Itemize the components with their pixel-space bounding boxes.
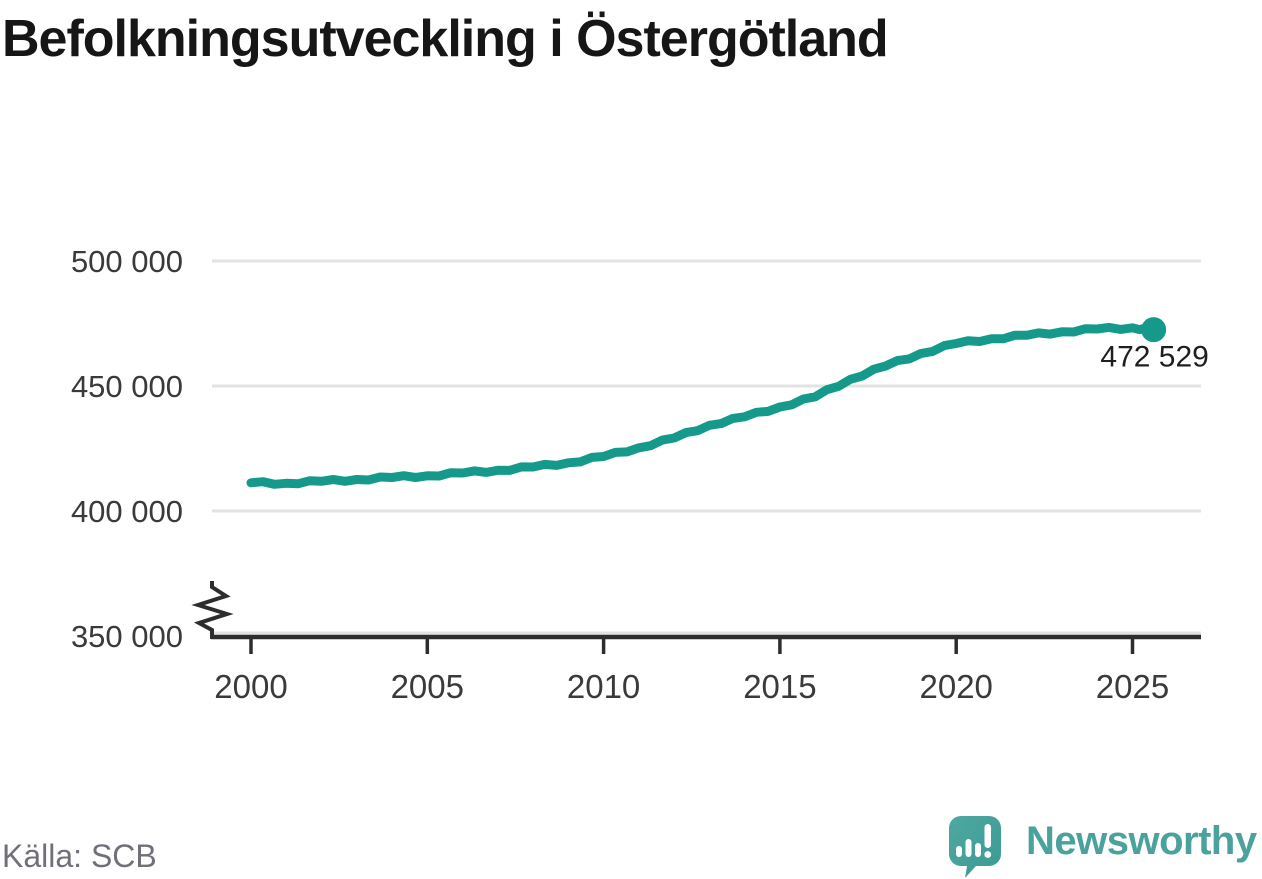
- badge-bar-chart-icon: [956, 839, 981, 857]
- end-point-dot: [1141, 317, 1167, 343]
- y-tick-label: 400 000: [71, 494, 183, 529]
- x-tick-label: 2015: [743, 668, 816, 705]
- badge-exclamation-icon: [984, 824, 992, 858]
- newsworthy-logo-text: Newsworthy: [1026, 818, 1257, 863]
- y-tick-label: 500 000: [71, 244, 183, 279]
- y-tick-label: 450 000: [71, 369, 183, 404]
- newsworthy-badge-icon: [949, 816, 1001, 878]
- x-tick-label: 2010: [567, 668, 640, 705]
- x-tick-label: 2025: [1096, 668, 1169, 705]
- x-tick-label: 2005: [391, 668, 464, 705]
- x-tick-label: 2020: [919, 668, 992, 705]
- newsworthy-logo: Newsworthy: [944, 810, 1257, 879]
- population-line: [246, 322, 1159, 489]
- end-value-label: 472 529: [1100, 341, 1208, 374]
- x-tick-label: 2000: [214, 668, 287, 705]
- source-note: Källa: SCB: [2, 838, 157, 874]
- chart-title: Befolkningsutveckling i Östergötland: [2, 10, 889, 68]
- axis-break-icon: [191, 581, 234, 639]
- y-tick-label: 350 000: [71, 619, 183, 654]
